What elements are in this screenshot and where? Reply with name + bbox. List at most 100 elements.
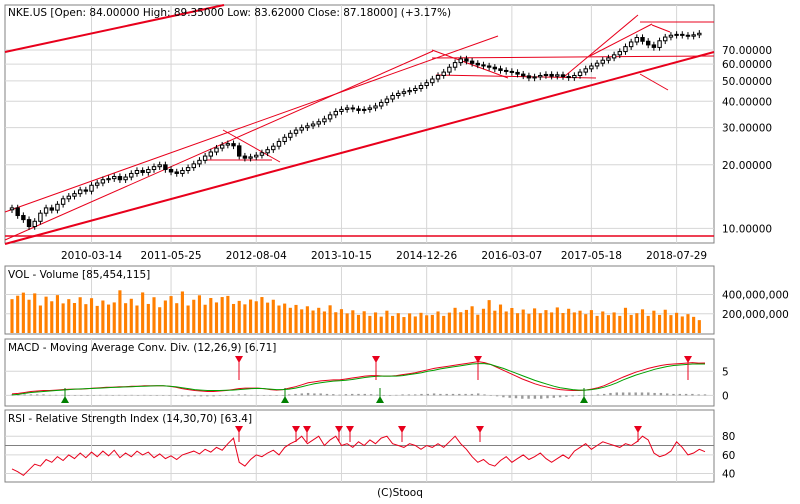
volume-bar [89, 298, 94, 333]
volume-bar [589, 310, 593, 333]
volume-bar [186, 305, 190, 333]
rsi-panel-title: RSI - Relative Strength Index (14,30,70)… [8, 413, 252, 425]
candle-body [288, 132, 293, 138]
volume-bar [657, 314, 662, 333]
macd-histogram-bar [193, 395, 196, 397]
volume-bar [345, 313, 349, 333]
macd-histogram-bar [495, 395, 499, 397]
macd-histogram-bar [483, 394, 486, 396]
macd-histogram-bar [149, 395, 152, 396]
trend-line [4, 51, 715, 245]
volume-bar [38, 305, 42, 333]
macd-histogram-bar [162, 395, 165, 396]
candle-body [424, 82, 429, 87]
volume-bar [180, 291, 184, 333]
candle-body [555, 74, 560, 77]
volume-bar [413, 316, 417, 333]
volume-bar [328, 305, 332, 333]
footer-credit: (C)Stooq [377, 487, 423, 499]
trend-line [4, 35, 499, 213]
volume-bar [425, 315, 429, 333]
rsi-y-ticks: 40 60 80 [722, 431, 735, 480]
candle-body [379, 101, 384, 107]
candle-body [32, 220, 37, 228]
volume-bar [33, 293, 37, 333]
volume-bar [339, 309, 344, 333]
macd-histogram-bar [395, 394, 398, 396]
macd-y-ticks: 05 [722, 366, 729, 402]
macd-histogram-bar [117, 394, 121, 396]
candle-body [651, 44, 657, 48]
volume-bar [487, 300, 491, 333]
candle-body [538, 74, 543, 78]
candle-body [481, 64, 486, 67]
candle-body [151, 166, 157, 171]
macd-histogram-bar [344, 394, 348, 396]
volume-bar [430, 314, 434, 333]
volume-y-tick-label: 200,000,000 [722, 309, 789, 321]
macd-histogram-bar [540, 395, 543, 399]
candle-body [219, 144, 225, 149]
candle-body [526, 75, 532, 79]
volume-bar [220, 297, 224, 333]
macd-histogram-bar [521, 395, 524, 399]
volume-bar [504, 311, 508, 333]
macd-histogram-bar [332, 394, 335, 396]
candle-body [407, 89, 412, 93]
macd-histogram-bar [54, 394, 58, 396]
volume-bar [663, 309, 667, 333]
macd-histogram-bar [527, 395, 530, 399]
candle-body [589, 65, 594, 70]
volume-bar [277, 305, 281, 333]
volume-bar [629, 314, 633, 333]
volume-bar [635, 313, 639, 333]
volume-bar [226, 295, 230, 333]
macd-histogram-bar [382, 395, 385, 396]
price-x-tick-label: 2012-08-04 [226, 250, 287, 262]
volume-bar [152, 297, 156, 333]
macd-histogram-bar [351, 393, 354, 396]
volume-bar [578, 310, 582, 333]
volume-bar [214, 302, 219, 333]
macd-histogram-bar [546, 395, 549, 399]
volume-bar [646, 315, 650, 333]
macd-histogram-bar [470, 393, 474, 396]
volume-bar [118, 290, 122, 333]
macd-histogram-bar [477, 393, 480, 396]
volume-bar [515, 313, 520, 333]
volume-bar [50, 301, 54, 333]
volume-bar [146, 303, 150, 333]
candle-body [521, 73, 526, 77]
candle-body [282, 136, 287, 142]
candle-body [100, 179, 106, 184]
volume-bar [544, 310, 548, 333]
candle-body [572, 74, 577, 79]
candle-body [305, 125, 310, 129]
volume-bar [163, 300, 167, 333]
macd-histogram-bar [653, 392, 656, 396]
candle-body [66, 195, 72, 200]
candle-body [214, 147, 219, 153]
volume-bar [231, 303, 236, 333]
macd-histogram-bar [609, 392, 612, 396]
volume-bar [459, 312, 463, 333]
volume-bar [408, 313, 412, 333]
candle-body [191, 163, 196, 169]
price-x-tick-label: 2011-05-25 [141, 250, 202, 262]
volume-bar [135, 305, 139, 333]
volume-bar [84, 304, 88, 333]
macd-histogram-bar [703, 394, 707, 396]
candle-body [333, 110, 338, 116]
sell-signal-triangle [684, 356, 692, 363]
candle-body [384, 98, 390, 103]
macd-histogram-bar [697, 394, 700, 396]
macd-histogram-bar [691, 393, 694, 396]
trend-line [222, 129, 281, 163]
macd-histogram-bar [659, 392, 663, 396]
volume-bar [481, 308, 486, 333]
candle-body [396, 92, 401, 97]
volume-bar [453, 307, 457, 333]
volume-bar [107, 304, 111, 333]
volume-bar [237, 300, 241, 333]
candle-body [95, 182, 100, 186]
